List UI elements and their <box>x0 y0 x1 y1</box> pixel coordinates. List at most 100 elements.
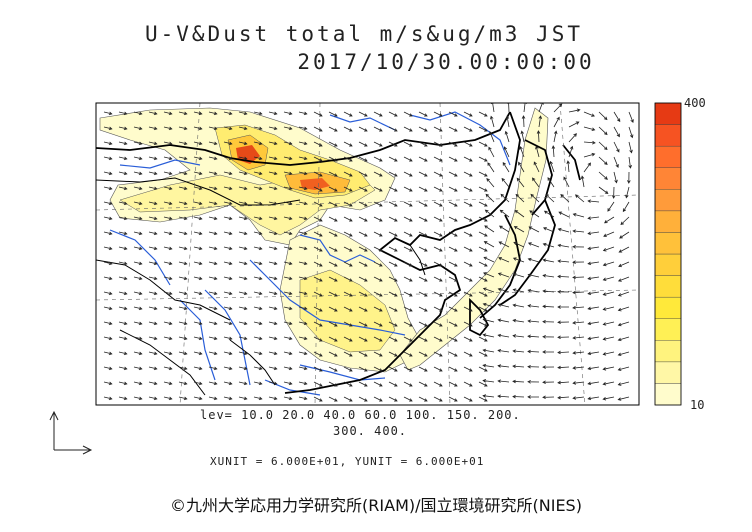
wind-vector <box>478 396 488 402</box>
wind-vector <box>463 291 473 297</box>
wind-vector <box>358 276 368 282</box>
wind-vector <box>253 201 263 206</box>
wind-vector <box>193 216 203 221</box>
wind-vector <box>478 216 488 222</box>
wind-vector <box>617 321 630 327</box>
wind-vector <box>238 141 248 146</box>
wind-vector <box>583 126 596 131</box>
wind-vector <box>118 156 128 161</box>
wind-vector <box>418 231 428 237</box>
wind-vector <box>298 156 308 161</box>
wind-vector <box>328 321 338 327</box>
wind-vector <box>478 171 488 177</box>
wind-vector <box>283 291 293 296</box>
wind-vector <box>343 201 353 207</box>
wind-vector <box>433 156 443 162</box>
wind-vector <box>613 141 620 153</box>
wind-vector <box>553 130 558 143</box>
wind-vector <box>313 186 323 192</box>
wind-vector <box>433 366 443 372</box>
wind-vector <box>512 349 525 353</box>
wind-vector <box>463 186 473 192</box>
wind-vector <box>388 351 398 357</box>
wind-vector <box>625 186 630 199</box>
wind-vector <box>418 396 428 402</box>
wind-vector <box>568 133 577 143</box>
rivers <box>109 111 511 396</box>
wind-vector <box>478 246 488 252</box>
wind-vector <box>418 291 428 297</box>
wind-vector <box>328 291 338 297</box>
wind-vector <box>388 111 398 117</box>
wind-vector <box>388 216 398 222</box>
wind-vector <box>602 366 615 371</box>
wind-vector <box>535 145 540 158</box>
wind-vector <box>358 126 368 132</box>
wind-vector <box>208 201 218 206</box>
wind-vector <box>628 156 632 169</box>
wind-vector <box>373 156 383 162</box>
colorbar-swatch <box>654 145 682 168</box>
wind-vector <box>448 351 458 357</box>
wind-vector <box>193 351 203 356</box>
wind-vector <box>587 199 600 203</box>
wind-vector <box>193 156 203 161</box>
wind-vector <box>448 336 458 342</box>
wind-vector <box>484 225 495 233</box>
wind-vector <box>178 351 188 356</box>
wind-vector <box>298 186 308 191</box>
wind-vector <box>530 193 540 203</box>
colorbar-swatch <box>654 383 682 406</box>
wind-vector <box>418 186 428 192</box>
wind-vector <box>502 162 510 173</box>
wind-vector <box>133 396 143 401</box>
wind-vector <box>373 291 383 297</box>
wind-vector <box>238 201 248 206</box>
wind-vector <box>403 381 413 387</box>
borders <box>96 177 426 396</box>
wind-vector <box>542 395 555 400</box>
wind-vector <box>587 321 600 326</box>
wind-vector <box>313 246 323 252</box>
wind-vector <box>557 259 570 263</box>
wind-vector <box>343 276 353 282</box>
wind-vector <box>283 276 293 281</box>
wind-vector <box>118 396 128 401</box>
wind-vector <box>403 396 413 402</box>
wind-vector <box>627 171 631 184</box>
wind-vector <box>418 381 428 387</box>
wind-vector <box>238 261 248 266</box>
wind-vector <box>283 141 293 146</box>
wind-vector <box>613 171 618 184</box>
wind-vector <box>403 336 413 342</box>
wind-vector <box>358 396 368 402</box>
wind-vector <box>433 216 443 222</box>
colorbar-swatch <box>654 124 682 147</box>
wind-vector <box>463 111 473 117</box>
wind-vector <box>568 145 574 158</box>
wind-vector <box>572 320 585 325</box>
wind-vector <box>313 171 323 177</box>
wind-vector <box>283 201 293 206</box>
wind-vector <box>498 257 510 263</box>
wind-vector <box>463 246 473 252</box>
wind-vector <box>498 241 510 248</box>
wind-vector <box>268 381 278 386</box>
wind-vector <box>148 381 158 386</box>
wind-vector <box>602 246 615 252</box>
wind-vector <box>328 231 338 237</box>
wind-vector <box>373 186 383 192</box>
wind-vector <box>483 256 495 263</box>
wind-vector <box>283 261 293 266</box>
wind-vector <box>238 291 248 296</box>
wind-vector <box>403 126 413 132</box>
wind-vector <box>527 349 540 354</box>
wind-vector <box>298 126 308 131</box>
wind-vector <box>208 171 218 176</box>
wind-vector <box>253 261 263 266</box>
wind-vector <box>298 246 308 251</box>
wind-vector <box>482 363 495 368</box>
wind-vector <box>328 366 338 372</box>
colorbar-swatch <box>654 275 682 298</box>
wind-vector <box>298 171 308 176</box>
